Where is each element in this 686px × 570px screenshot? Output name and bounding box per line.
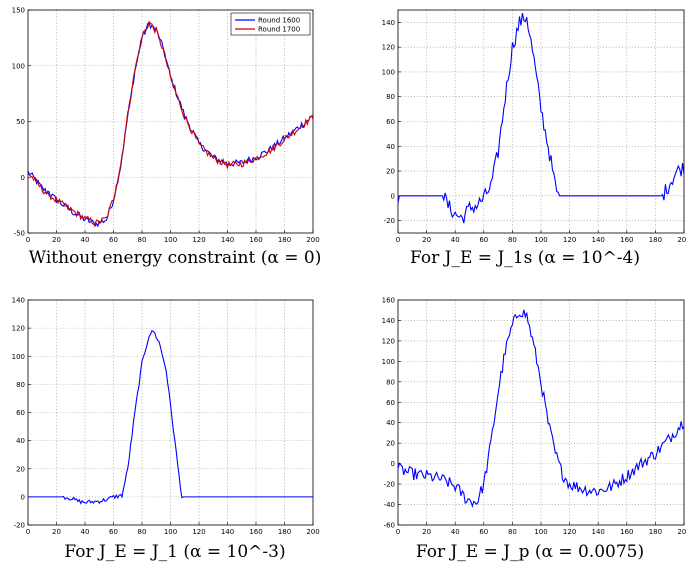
x-tick-label: 100: [534, 236, 547, 244]
y-tick-label: 60: [386, 118, 395, 126]
x-tick-label: 140: [592, 528, 605, 536]
y-tick-label: -20: [14, 522, 25, 530]
chart-2: 0 20 40 60 80 100 120 140 160 180 200 -20 0 20 40 60 80 1…: [382, 9, 686, 244]
x-tick-label: 180: [649, 528, 662, 536]
chart-1: 0 20 40 60 80 100 120 140 160 180 200-50050100150R…: [12, 7, 320, 245]
y-tick-label: 20: [386, 440, 395, 448]
y-tick-label: 40: [16, 437, 25, 445]
y-tick-label: 80: [16, 381, 25, 389]
y-tick-label: 20: [16, 465, 25, 473]
x-tick-label: 120: [192, 528, 205, 536]
x-tick-label: 60: [479, 236, 488, 244]
x-tick-label: 200: [306, 528, 319, 536]
x-tick-label: 200: [677, 236, 686, 244]
x-tick-label: 40: [451, 236, 460, 244]
y-tick-label: -60: [384, 522, 395, 530]
x-tick-label: 0: [396, 236, 400, 244]
y-tick-label: 150: [12, 7, 25, 15]
legend-label-2: Round 1700: [258, 26, 300, 34]
x-tick-label: 0: [396, 528, 400, 536]
caption-2: For J_E = J_1s (α = 10^-4): [380, 248, 670, 268]
x-tick-label: 120: [563, 236, 576, 244]
x-tick-label: 60: [479, 528, 488, 536]
x-tick-label: 180: [278, 528, 291, 536]
y-tick-label: 100: [382, 358, 395, 366]
x-tick-label: 40: [81, 236, 90, 244]
caption-2-text: For J_E = J_1s (α = 10^-4): [410, 248, 640, 268]
y-tick-label: 140: [382, 19, 395, 27]
x-tick-label: 100: [534, 528, 547, 536]
x-tick-label: 40: [81, 528, 90, 536]
x-tick-label: 100: [164, 236, 177, 244]
y-tick-label: 160: [382, 297, 395, 305]
caption-4-text: For J_E = J_p (α = 0.0075): [415, 542, 645, 562]
x-tick-label: 160: [620, 236, 633, 244]
y-tick-label: 120: [12, 325, 25, 333]
x-tick-label: 140: [221, 528, 234, 536]
y-tick-label: 120: [382, 337, 395, 345]
y-tick-label: 0: [21, 493, 25, 501]
y-tick-label: 80: [386, 378, 395, 386]
x-tick-label: 80: [508, 236, 517, 244]
x-tick-label: 180: [649, 236, 662, 244]
x-tick-label: 120: [192, 236, 205, 244]
x-tick-label: 80: [138, 236, 147, 244]
x-tick-label: 80: [138, 528, 147, 536]
y-tick-label: 140: [382, 317, 395, 325]
x-tick-label: 40: [451, 528, 460, 536]
x-tick-label: 20: [422, 528, 431, 536]
x-tick-label: 160: [249, 528, 262, 536]
x-tick-label: 0: [26, 236, 30, 244]
caption-1: Without energy constraint (α = 0): [20, 248, 330, 268]
y-tick-label: 80: [386, 93, 395, 101]
x-tick-label: 160: [249, 236, 262, 244]
y-tick-label: -20: [384, 217, 395, 225]
y-tick-label: 100: [382, 68, 395, 76]
x-tick-label: 20: [52, 528, 61, 536]
x-tick-label: 20: [422, 236, 431, 244]
x-tick-label: 80: [508, 528, 517, 536]
y-tick-label: 100: [12, 353, 25, 361]
y-tick-label: -50: [14, 230, 25, 238]
y-tick-label: 0: [391, 192, 395, 200]
x-tick-label: 100: [164, 528, 177, 536]
legend-label-1: Round 1600: [258, 17, 300, 25]
x-tick-label: 20: [52, 236, 61, 244]
chart-4: 0 20 40 60 80 100 120 140 160 180 200 -60 -40 -20 0 20 4…: [382, 297, 686, 537]
series-line-2: [27, 20, 314, 225]
y-tick-label: 0: [391, 460, 395, 468]
y-tick-label: 40: [386, 419, 395, 427]
x-tick-label: 60: [109, 236, 118, 244]
y-tick-label: 100: [12, 62, 25, 70]
y-tick-label: -40: [384, 501, 395, 509]
x-tick-label: 140: [592, 236, 605, 244]
caption-4: For J_E = J_p (α = 0.0075): [380, 542, 680, 562]
caption-3-text: For J_E = J_1 (α = 10^-3): [64, 542, 286, 562]
series-line-1: [28, 329, 313, 505]
x-tick-label: 200: [306, 236, 319, 244]
x-tick-label: 160: [620, 528, 633, 536]
y-tick-label: 60: [386, 399, 395, 407]
caption-3: For J_E = J_1 (α = 10^-3): [20, 542, 330, 562]
y-tick-label: -20: [384, 481, 395, 489]
x-tick-label: 200: [677, 528, 686, 536]
y-tick-label: 20: [386, 168, 395, 176]
x-tick-label: 60: [109, 528, 118, 536]
x-tick-label: 120: [563, 528, 576, 536]
caption-1-text: Without energy constraint (α = 0): [28, 248, 322, 268]
y-tick-label: 40: [386, 143, 395, 151]
y-tick-label: 120: [382, 44, 395, 52]
x-tick-label: 140: [221, 236, 234, 244]
x-tick-label: 0: [26, 528, 30, 536]
series-line-1: [397, 12, 685, 224]
x-tick-label: 180: [278, 236, 291, 244]
y-tick-label: 0: [21, 174, 25, 182]
chart-3: 0 20 40 60 80 100 120 140 160 180 200-200204060801…: [12, 297, 320, 537]
y-tick-label: 140: [12, 297, 25, 305]
y-tick-label: 50: [16, 118, 25, 126]
series-line-1: [397, 309, 685, 509]
y-tick-label: 60: [16, 409, 25, 417]
